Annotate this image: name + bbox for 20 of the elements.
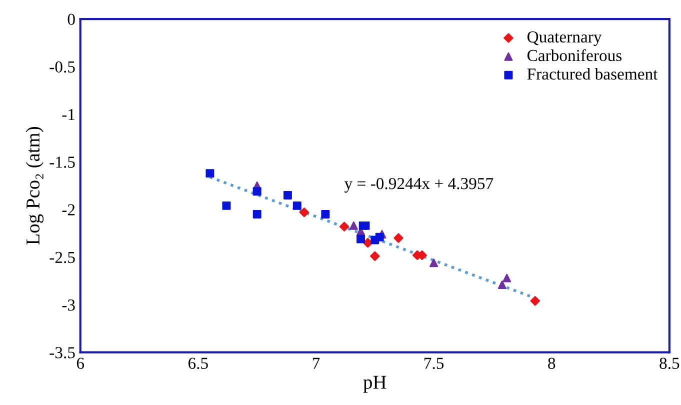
y-tick-label: 0 (68, 14, 75, 25)
y-tick-label: -1 (62, 109, 74, 120)
x-tick-label: 8 (548, 358, 556, 369)
y-tick-label: -1.5 (50, 156, 75, 168)
x-tick-label: 6.5 (188, 358, 208, 370)
y-tick-label: -3 (62, 299, 75, 311)
x-axis-title: pH (363, 376, 386, 393)
x-tick-label: 7 (312, 358, 320, 369)
x-tick-label: 8.5 (660, 358, 680, 370)
y-axis-title: Log Pco₂ (atm) (26, 126, 44, 245)
legend-label: Carboniferous (527, 49, 622, 62)
legend-label: Fractured basement (527, 68, 658, 80)
x-tick-label: 7.5 (424, 358, 444, 370)
x-tick-label: 6 (76, 358, 84, 369)
y-tick-label: -2 (62, 204, 75, 216)
annotation: y = -0.9244x + 4.3957 (344, 178, 494, 193)
y-tick-label: -2.5 (50, 252, 75, 264)
y-tick-label: -0.5 (50, 61, 75, 73)
y-tick-label: -3.5 (50, 347, 75, 358)
legend-label: Quaternary (527, 31, 602, 46)
